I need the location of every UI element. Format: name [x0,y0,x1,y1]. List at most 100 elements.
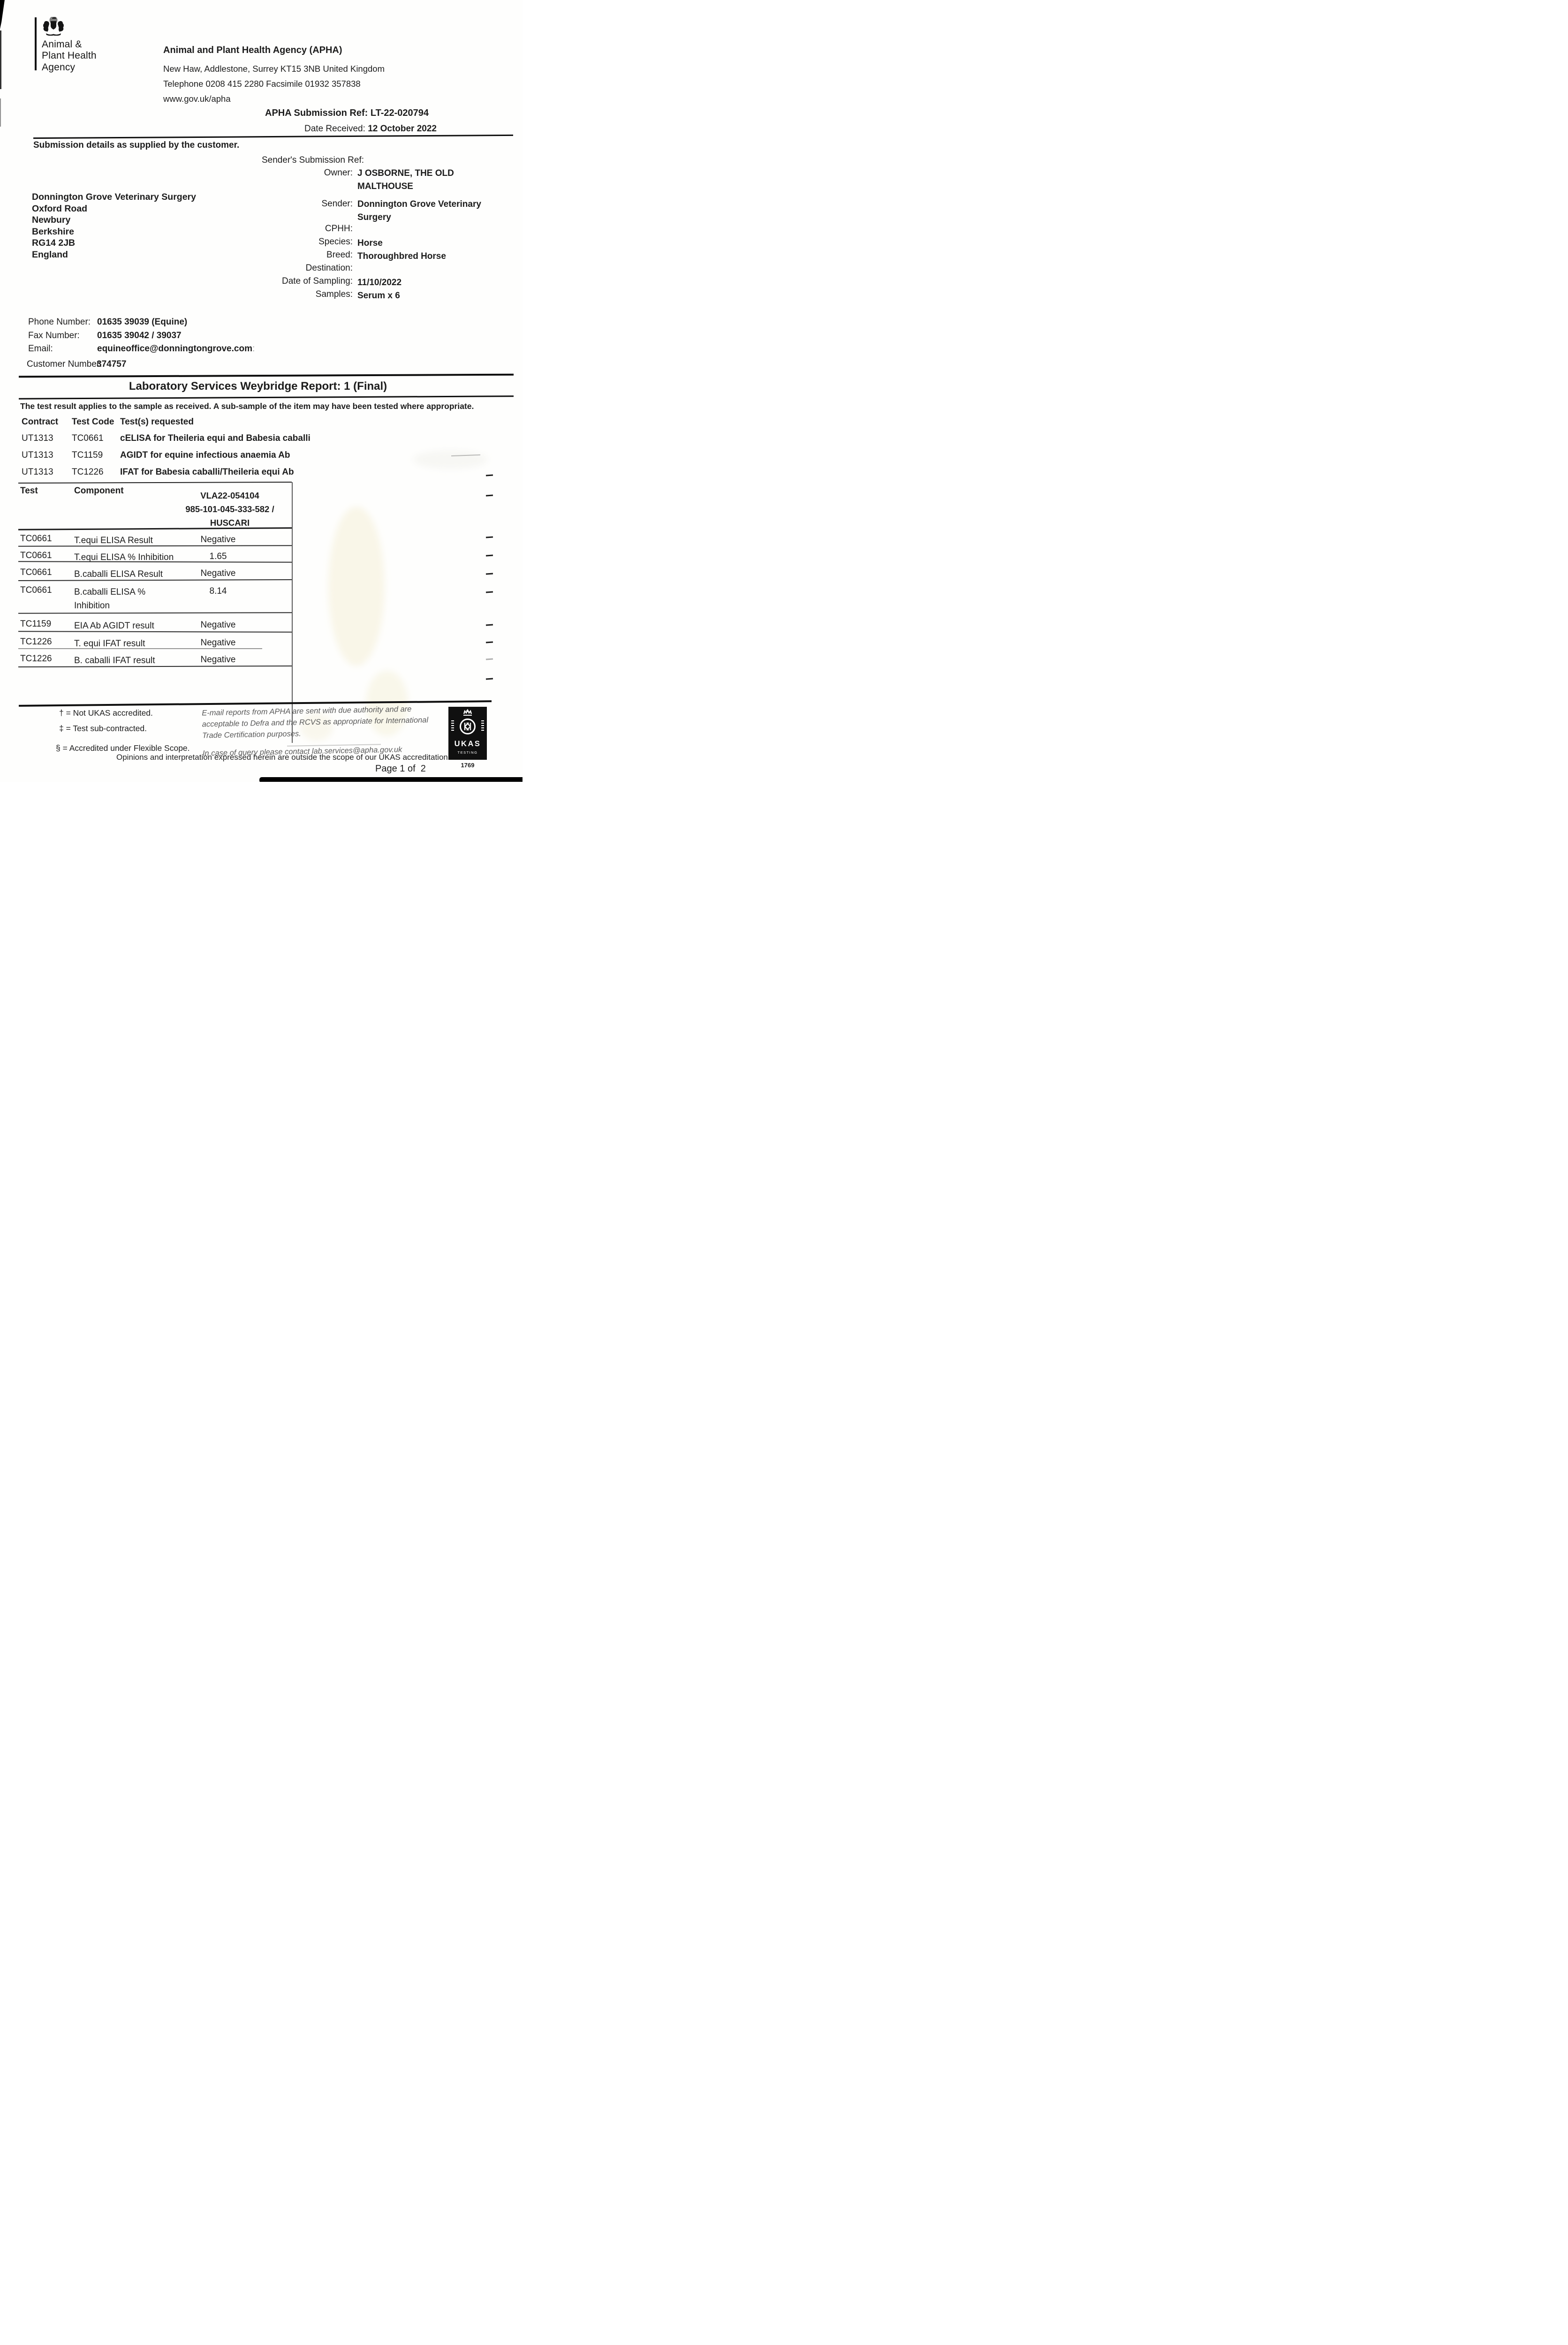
result-component-cell: B.caballi ELISA Result [74,569,163,579]
scan-corner-artifact [0,0,5,29]
apha-submission-ref-label: APHA Submission Ref: [265,108,368,118]
results-col-test: Test [20,486,38,496]
result-test-cell: TC0661 [20,551,52,560]
sender-label: Sender: [321,199,353,209]
ukas-crown-mark-icon [451,709,484,734]
agency-address: New Haw, Addlestone, Surrey KT15 3NB Uni… [163,64,385,74]
sample-ref-line2: 985-101-045-333-582 / [185,504,274,514]
report-title: Laboratory Services Weybridge Report: 1 … [129,380,387,393]
species-label: Species: [318,237,353,247]
ukas-logo: UKAS TESTING [448,707,487,760]
footnote-section: § = Accredited under Flexible Scope. [56,743,190,753]
results-col-component: Component [74,486,124,496]
result-component-cell: B. caballi IFAT result [74,656,155,666]
divider [18,373,514,378]
contracts-col-code: Test Code [72,417,114,427]
margin-dash [485,591,493,593]
apha-submission-ref: APHA Submission Ref: LT-22-020794 [265,108,429,119]
result-value-cell: Negative [200,620,236,630]
result-test-cell: TC0661 [20,534,52,544]
result-test-cell: TC1226 [20,654,52,664]
margin-dash [485,554,493,557]
owner-label: Owner: [324,168,353,178]
result-test-cell: TC0661 [20,585,52,595]
scan-stain [366,671,408,736]
footer-divider [19,700,492,707]
sample-ref-line3: HUSCARI [210,518,250,528]
apha-submission-ref-value: LT-22-020794 [370,108,429,118]
table-border-right [292,482,293,743]
result-test-cell: TC1226 [20,637,52,647]
cphh-label: CPHH: [325,224,353,234]
margin-dash [485,641,493,643]
agency-website: www.gov.uk/apha [163,94,231,104]
page-number: Page 1 of 2 [375,764,426,774]
breed-value: Thoroughbred Horse [357,251,446,261]
result-component-cell: T. equi IFAT result [74,639,145,649]
table-border-header [18,527,292,530]
scan-edge-artifact [0,98,1,127]
result-component-cell: T.equi ELISA % Inhibition [74,552,174,562]
divider [33,134,513,139]
footnote-dagger: † = Not UKAS accredited. [59,708,153,718]
customer-number-label: Customer Number: [27,359,102,369]
divider [19,395,514,400]
table-border-top [18,481,292,484]
footnote-double-dagger: ‡ = Test sub-contracted. [59,724,147,733]
date-of-sampling-label: Date of Sampling: [281,276,353,286]
result-value-cell: Negative [200,655,236,665]
email-address: equineoffice@donningtongrove.com [97,344,252,354]
margin-dash [485,474,493,477]
result-component-cell: T.equi ELISA Result [74,536,153,545]
apha-logo-bar [35,17,37,70]
margin-dash [485,573,493,575]
customer-number-value: 374757 [97,359,127,369]
contract-cell: UT1313 [22,433,53,443]
phone-label: Phone Number: [28,317,91,327]
result-value-cell: Negative [200,638,236,648]
species-value: Horse [357,238,383,248]
scan-stain [413,450,488,469]
date-received-label: Date Received: [304,124,365,134]
test-code-cell: TC1159 [72,450,103,460]
date-of-sampling-value: 11/10/2022 [357,278,402,287]
footnote-opinions: Opinions and interpretation expressed he… [116,753,448,762]
scan-bottom-artifact [259,777,523,782]
date-received: Date Received: 12 October 2022 [304,124,437,134]
senders-submission-ref-label: Sender's Submission Ref: [262,155,364,165]
breed-label: Breed: [326,250,353,260]
result-value-cell: 8.14 [209,586,227,596]
ukas-testing-label: TESTING [457,750,478,755]
section-title: Submission details as supplied by the cu… [33,140,240,150]
test-code-cell: TC1226 [72,467,104,477]
margin-dash [485,494,493,497]
ukas-name: UKAS [454,740,481,748]
sender-value: Donnington Grove Veterinary Surgery [357,199,481,222]
owner-value: J OSBORNE, THE OLD MALTHOUSE [357,168,454,191]
samples-value: Serum x 6 [357,291,400,301]
agency-phone-fax: Telephone 0208 415 2280 Facsimile 01932 … [163,79,361,89]
date-received-value: 12 October 2022 [368,124,437,134]
agency-title: Animal and Plant Health Agency (APHA) [163,45,342,55]
scan-stain [300,713,333,741]
email-label: Email: [28,344,53,354]
result-component-cell: EIA Ab AGIDT result [74,621,154,631]
apha-logo-line3: Agency [42,62,76,73]
royal-crest-icon [43,17,64,36]
phone-value: 01635 39039 (Equine) [97,317,188,327]
samples-label: Samples: [315,289,353,299]
test-code-cell: TC0661 [72,433,104,443]
test-requested-cell: IFAT for Babesia caballi/Theileria equi … [120,467,294,477]
note-line: Trade Certification purposes. [202,729,301,740]
contracts-col-requested: Test(s) requested [120,417,194,427]
table-row-divider [18,612,292,614]
apha-logo-line1: Animal & [42,39,82,50]
customer-address: Donnington Grove Veterinary Surgery Oxfo… [32,192,196,260]
result-value-cell: Negative [200,535,236,545]
result-value-cell: 1.65 [209,552,227,561]
test-requested-cell: cELISA for Theileria equi and Babesia ca… [120,433,311,443]
result-test-cell: TC0661 [20,567,52,577]
margin-dash [485,536,493,538]
report-disclaimer: The test result applies to the sample as… [20,401,474,411]
email-value: equineoffice@donningtongrove.com: [97,344,255,354]
